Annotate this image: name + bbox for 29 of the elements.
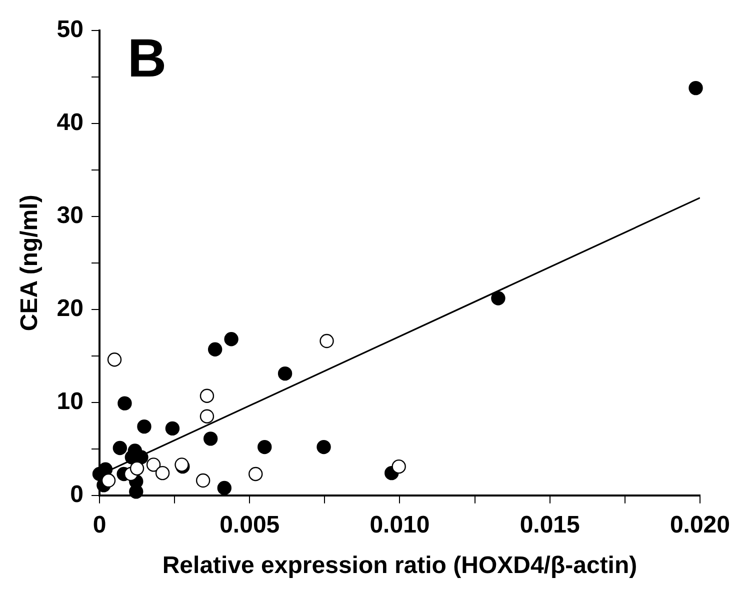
y-tick-label: 0 — [70, 481, 84, 508]
x-axis-title: Relative expression ratio (HOXD4/β-actin) — [162, 552, 638, 580]
point — [137, 419, 152, 434]
y-tick-label: 50 — [56, 16, 84, 44]
y-tick-label: 10 — [56, 388, 84, 416]
annotation: B — [127, 28, 166, 88]
x-tick-label: 0 — [92, 511, 106, 538]
point — [129, 484, 144, 499]
x-tick-label: 0.020 — [670, 511, 730, 538]
y-tick-label: 20 — [56, 295, 84, 322]
point — [316, 440, 331, 454]
point — [491, 291, 506, 306]
point — [165, 421, 180, 436]
point — [203, 432, 218, 446]
point — [112, 440, 128, 456]
point — [118, 396, 132, 410]
point — [217, 480, 232, 496]
point — [208, 342, 222, 356]
point — [258, 440, 272, 454]
point — [688, 80, 703, 96]
point — [278, 366, 292, 381]
y-tick-label: 30 — [56, 202, 84, 230]
x-tick-label: 0.010 — [370, 511, 430, 538]
point — [224, 332, 238, 346]
x-tick-label: 0.005 — [220, 511, 280, 538]
x-tick-label: 0.015 — [520, 511, 580, 538]
point — [101, 473, 116, 488]
y-axis-title: CEA (ng/ml) — [16, 194, 44, 332]
y-tick-label: 40 — [56, 109, 84, 136]
